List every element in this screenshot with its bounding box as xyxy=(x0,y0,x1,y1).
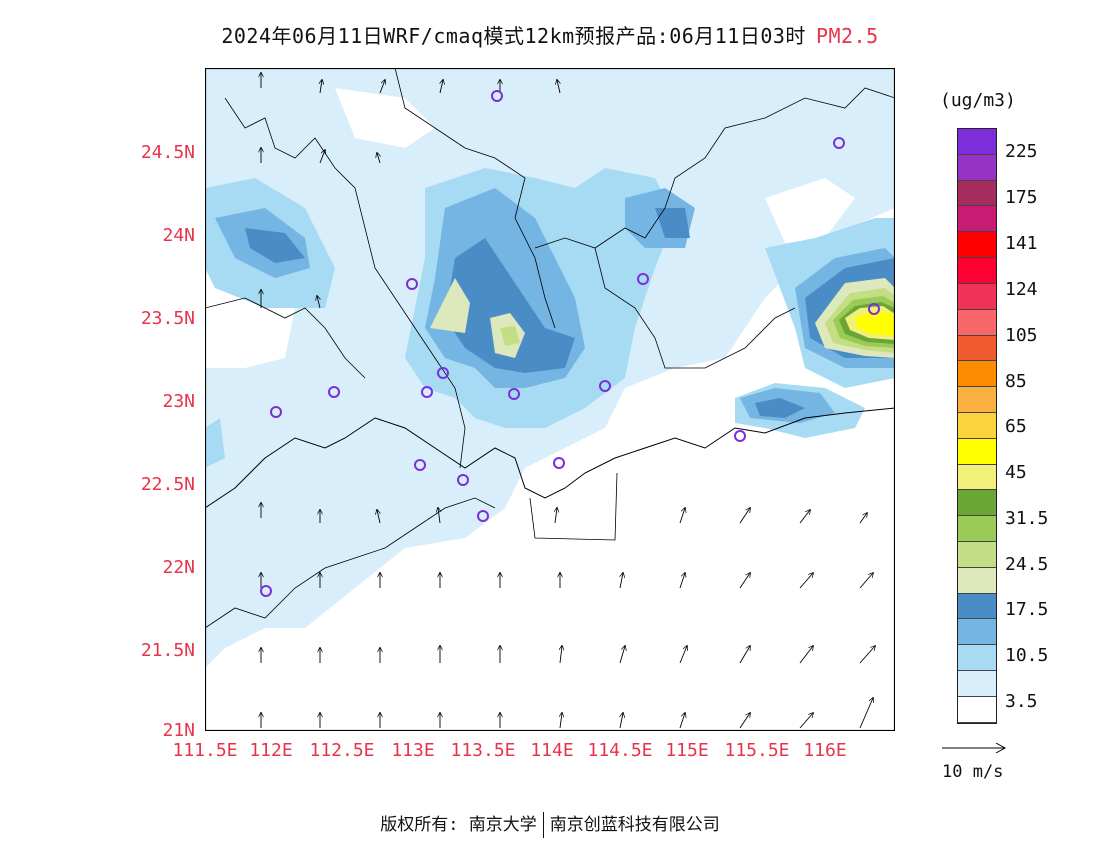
footer-owner2: 南京创蓝科技有限公司 xyxy=(549,815,720,835)
x-tick-label: 115E xyxy=(665,740,709,761)
footer-copyright-label: 版权所有: xyxy=(380,815,459,835)
map-plot xyxy=(205,68,895,731)
wind-reference-label: 10 m/s xyxy=(942,762,1004,782)
y-tick-label: 21N xyxy=(162,720,195,741)
colorbar-cell xyxy=(958,464,996,491)
colorbar-label: 85 xyxy=(1005,371,1027,392)
colorbar-cell xyxy=(958,283,996,310)
colorbar-cell xyxy=(958,516,996,542)
colorbar-label: 31.5 xyxy=(1005,508,1049,529)
field-31-5 xyxy=(430,278,525,358)
colorbar-cell xyxy=(958,438,996,465)
footer-credits: 版权所有: 南京大学 南京创蓝科技有限公司 xyxy=(0,810,1100,838)
title-pollutant: PM2.5 xyxy=(815,24,879,48)
y-tick-label: 23.5N xyxy=(140,308,195,329)
title-main: 2024年06月11日WRF/cmaq模式12km预报产品:06月11日03时 xyxy=(221,24,806,48)
colorbar-cell xyxy=(958,619,996,646)
colorbar-cell xyxy=(958,412,996,439)
colorbar-label: 225 xyxy=(1005,141,1038,162)
x-tick-label: 111.5E xyxy=(172,740,238,761)
footer-owner1: 南京大学 xyxy=(468,815,537,835)
x-tick-label: 114E xyxy=(530,740,574,761)
colorbar-cell xyxy=(958,542,996,568)
footer-divider xyxy=(542,812,544,838)
colorbar-cell xyxy=(958,645,996,672)
colorbar-unit: (ug/m3) xyxy=(940,90,1016,111)
colorbar-cell xyxy=(958,129,996,155)
y-tick-label: 22.5N xyxy=(140,474,195,495)
colorbar-cell xyxy=(958,206,996,233)
y-tick-label: 24N xyxy=(162,225,195,246)
station-markers xyxy=(260,90,880,597)
x-tick-label: 113E xyxy=(391,740,435,761)
x-tick-label: 116E xyxy=(803,740,847,761)
x-tick-label: 112E xyxy=(249,740,293,761)
colorbar-label: 17.5 xyxy=(1005,599,1049,620)
colorbar-cell xyxy=(958,490,996,517)
colorbar-cell xyxy=(958,258,996,284)
colorbar-label: 24.5 xyxy=(1005,554,1049,575)
colorbar-cell xyxy=(958,232,996,259)
colorbar-label: 10.5 xyxy=(1005,645,1049,666)
colorbar-cell xyxy=(958,335,996,362)
colorbar-label: 45 xyxy=(1005,462,1027,483)
map-title: 2024年06月11日WRF/cmaq模式12km预报产品:06月11日03时 P… xyxy=(0,20,1100,49)
field-24-5 xyxy=(245,228,305,263)
colorbar-label: 65 xyxy=(1005,416,1027,437)
colorbar-label: 175 xyxy=(1005,187,1038,208)
colorbar-label: 124 xyxy=(1005,279,1038,300)
colorbar-cell xyxy=(958,387,996,413)
x-tick-label: 115.5E xyxy=(724,740,790,761)
y-tick-label: 21.5N xyxy=(140,640,195,661)
colorbar-cell xyxy=(958,567,996,594)
colorbar-cell xyxy=(958,154,996,181)
colorbar-label: 105 xyxy=(1005,325,1038,346)
colorbar-label: 3.5 xyxy=(1005,691,1038,712)
colorbar-cell xyxy=(958,361,996,388)
y-tick-label: 23N xyxy=(162,391,195,412)
colorbar xyxy=(957,128,997,724)
colorbar-cell xyxy=(958,671,996,697)
colorbar-cell xyxy=(958,180,996,207)
x-tick-label: 113.5E xyxy=(450,740,516,761)
colorbar-label: 141 xyxy=(1005,233,1038,254)
y-tick-label: 22N xyxy=(162,557,195,578)
colorbar-cell xyxy=(958,696,996,723)
y-tick-label: 24.5N xyxy=(140,142,195,163)
x-tick-label: 114.5E xyxy=(587,740,653,761)
colorbar-cells xyxy=(958,129,996,723)
colorbar-cell xyxy=(958,309,996,336)
wind-reference-arrow xyxy=(942,742,1007,754)
wind-vectors xyxy=(261,73,875,729)
x-tick-label: 112.5E xyxy=(309,740,375,761)
colorbar-cell xyxy=(958,593,996,620)
